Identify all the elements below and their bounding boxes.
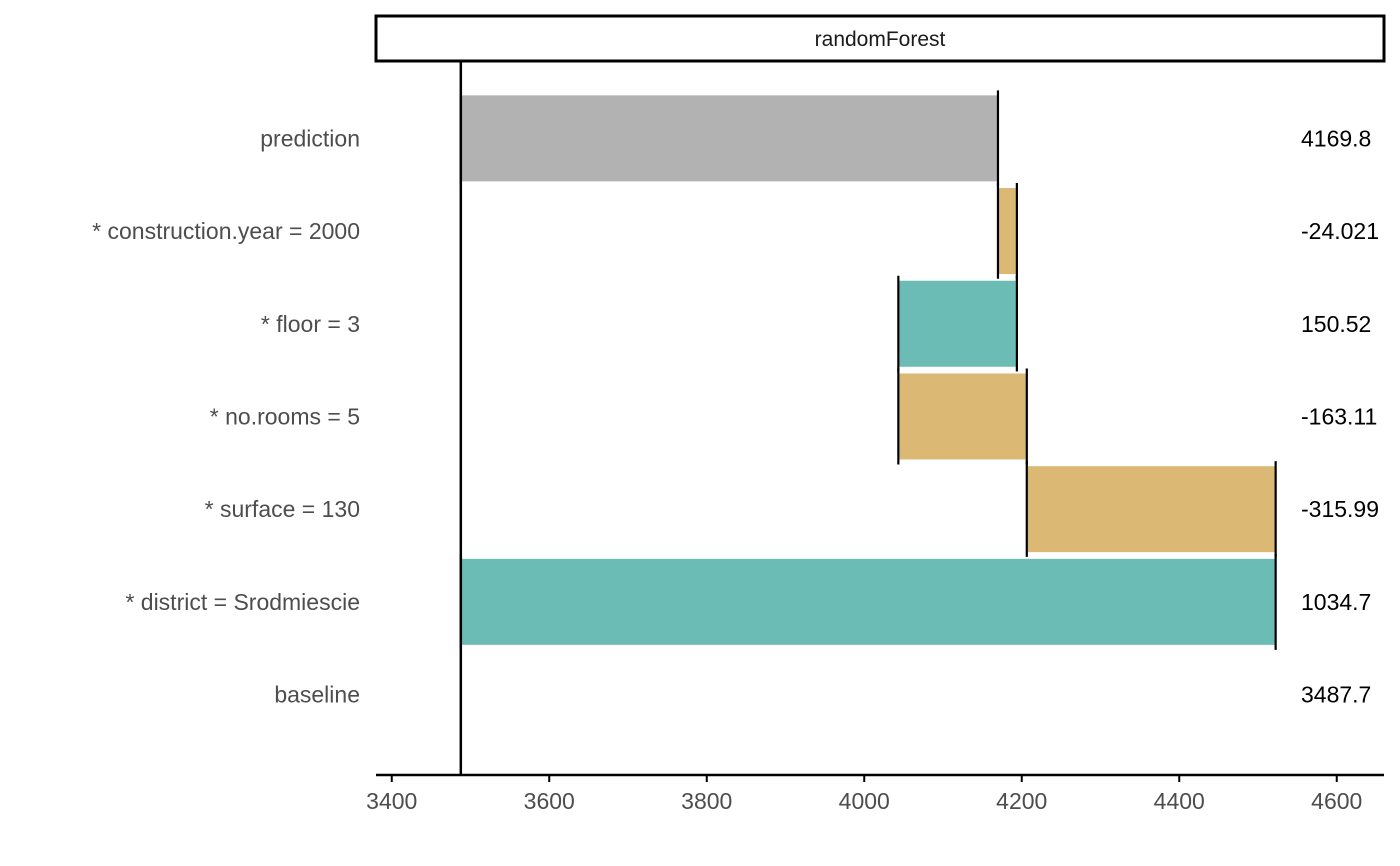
x-tick-label-4000: 4000 — [839, 788, 890, 814]
value-label-surface-130: -315.99 — [1301, 496, 1379, 522]
bars-layer — [459, 90, 1277, 650]
value-label-prediction: 4169.8 — [1301, 125, 1371, 151]
value-labels: 4169.8 -24.021 150.52 -163.11 -315.99 1034.7 3… — [1301, 125, 1379, 707]
x-tick-label-4600: 4600 — [1311, 788, 1362, 814]
bar-prediction — [459, 93, 999, 184]
panel-strip-box — [374, 14, 1386, 63]
row-label-floor-3: * floor = 3 — [261, 311, 360, 337]
value-label-baseline: 3487.7 — [1301, 682, 1371, 708]
panel-title: randomForest — [815, 28, 946, 51]
x-tick-label-4400: 4400 — [1154, 788, 1205, 814]
x-tick-label-3600: 3600 — [524, 788, 575, 814]
row-label-prediction: prediction — [260, 125, 360, 151]
row-label-no-rooms-5: * no.rooms = 5 — [210, 403, 360, 429]
value-label-construction-year-2000: -24.021 — [1301, 218, 1379, 244]
x-tick-label-3400: 3400 — [366, 788, 417, 814]
bar-surface-130 — [1025, 464, 1277, 555]
panel-strip: randomForest — [374, 14, 1386, 63]
row-label-baseline: baseline — [274, 682, 360, 708]
bar-construction-year-2000 — [996, 186, 1018, 277]
value-label-no-rooms-5: -163.11 — [1301, 403, 1377, 429]
bar-district-srodmiescie — [459, 556, 1277, 647]
value-label-district-srodmiescie: 1034.7 — [1301, 589, 1371, 615]
x-axis: 3400 3600 3800 4000 4200 4400 4600 — [366, 62, 1384, 814]
row-label-construction-year-2000: * construction.year = 2000 — [92, 218, 360, 244]
x-tick-label-4200: 4200 — [996, 788, 1047, 814]
bar-no-rooms-5 — [897, 371, 1028, 462]
row-labels: prediction * construction.year = 2000 * fl… — [92, 125, 360, 707]
value-label-floor-3: 150.52 — [1301, 311, 1371, 337]
x-tick-label-3800: 3800 — [681, 788, 732, 814]
bar-floor-3 — [897, 278, 1018, 369]
row-label-surface-130: * surface = 130 — [205, 496, 360, 522]
row-label-district-srodmiescie: * district = Srodmiescie — [125, 589, 360, 615]
